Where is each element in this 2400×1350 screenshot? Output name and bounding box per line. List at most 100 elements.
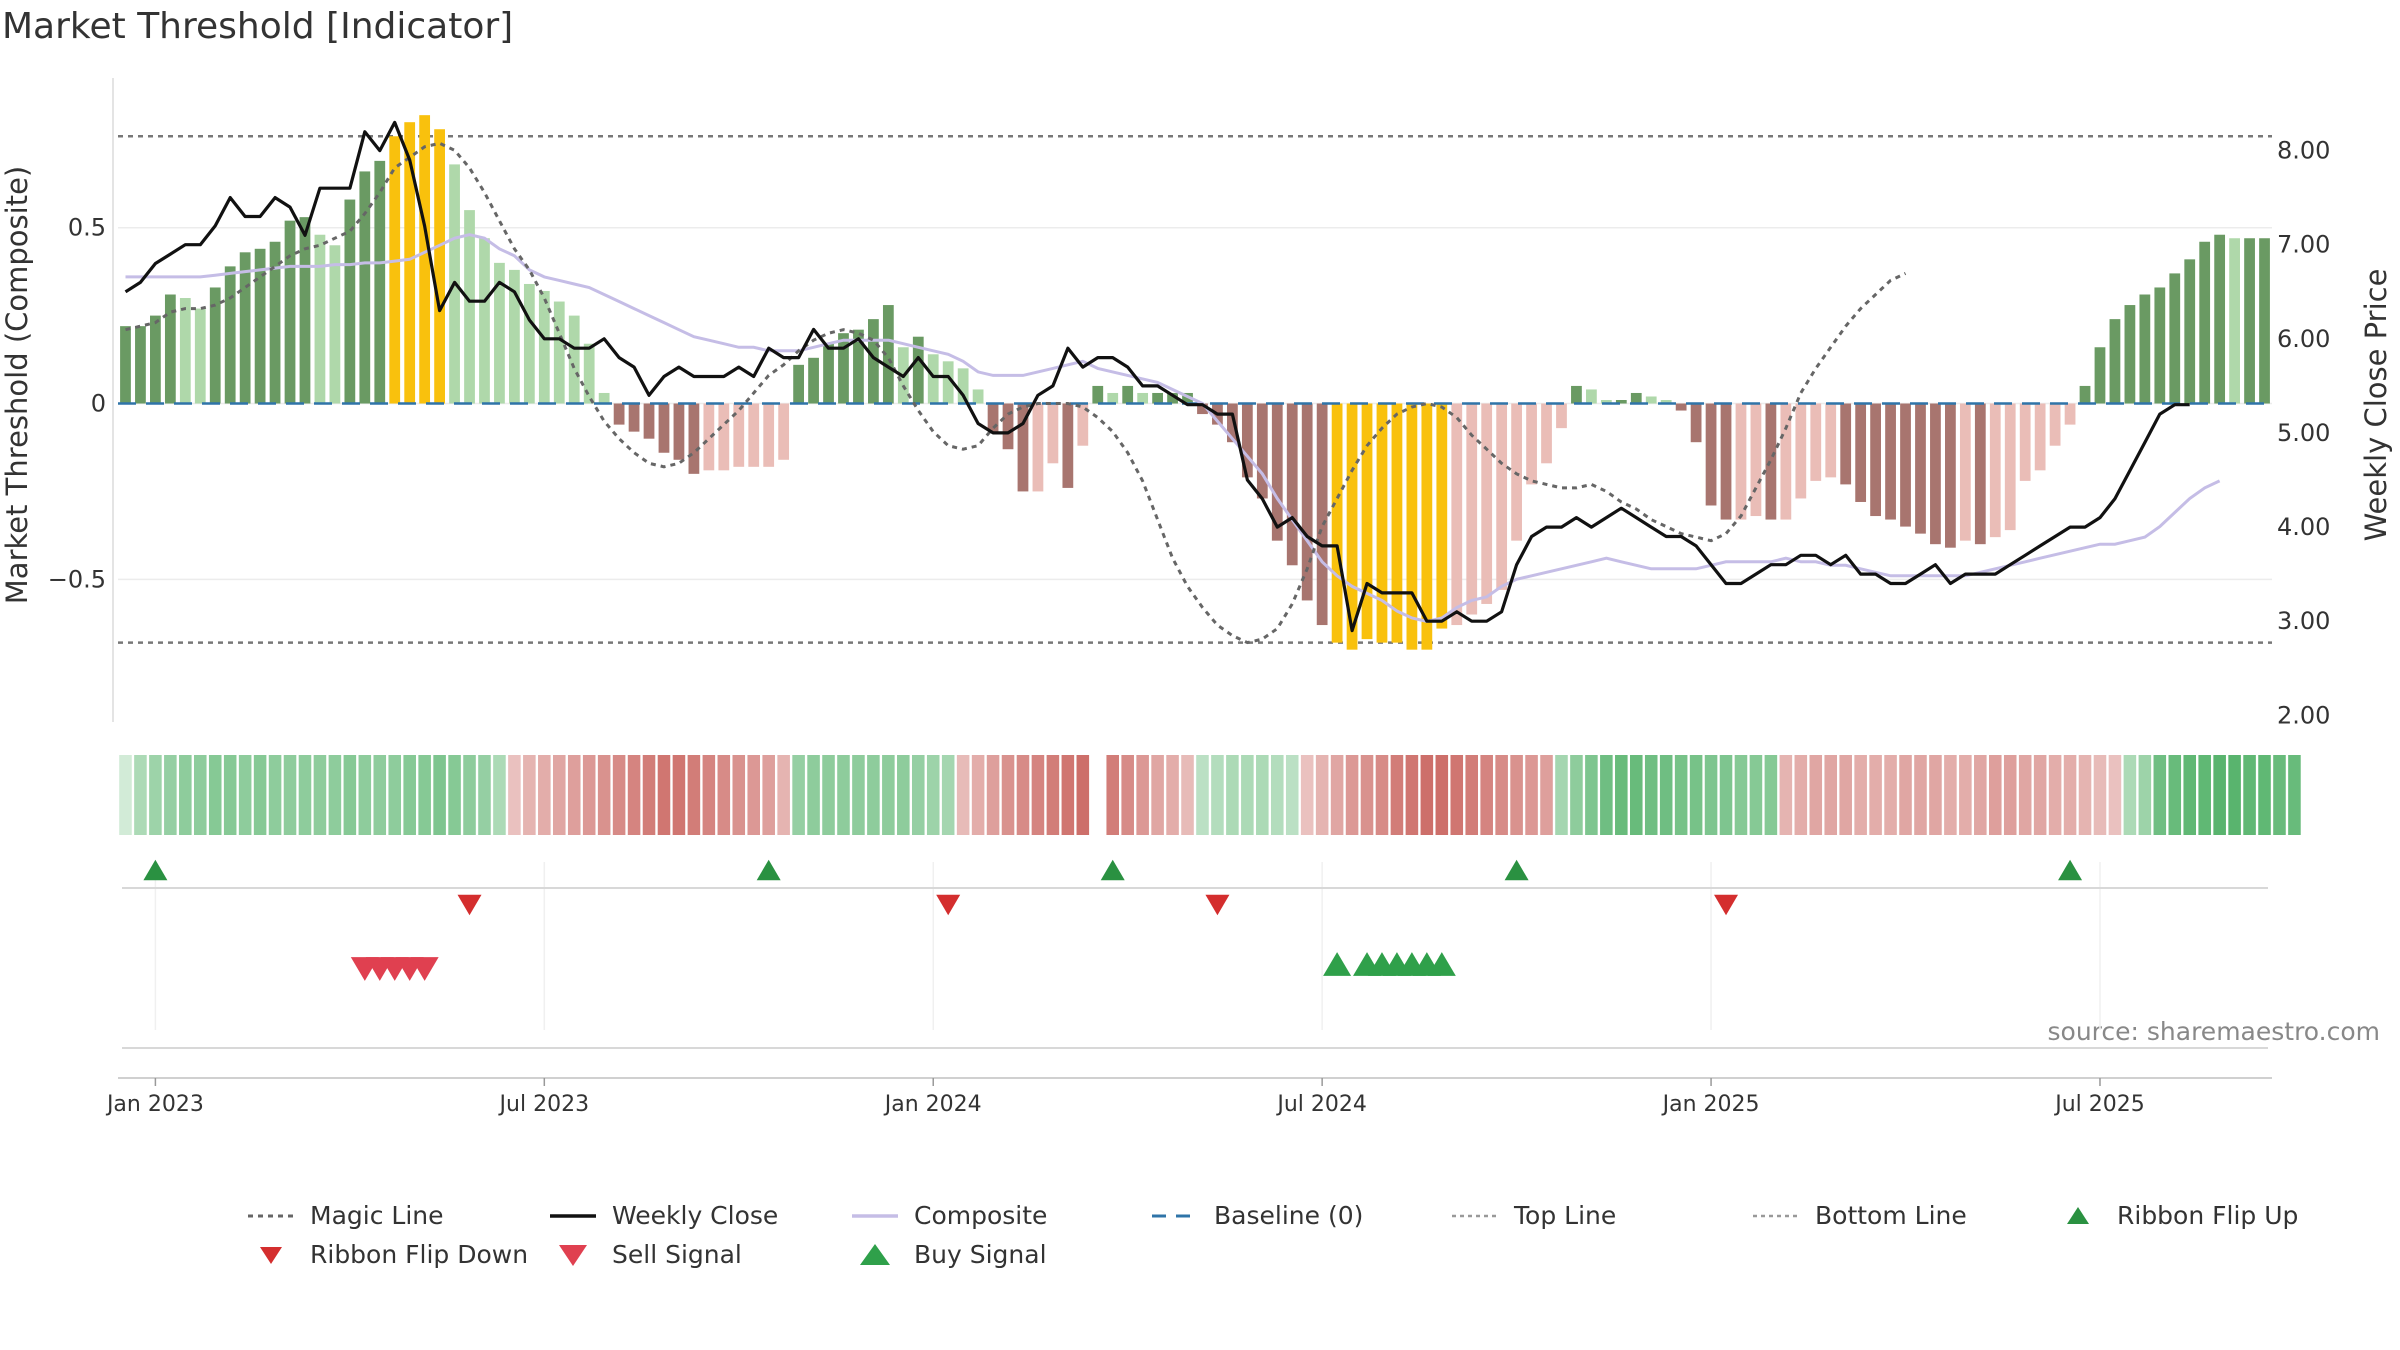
histogram-bar [464, 210, 475, 404]
histogram-bar [344, 199, 356, 404]
ribbon-cell [1585, 755, 1598, 835]
histogram-bar [583, 343, 595, 404]
ribbon-cell [1734, 755, 1748, 835]
legend-label: Magic Line [310, 1201, 444, 1230]
histogram-bar [1630, 392, 1642, 404]
y2-tick-label: 3.00 [2277, 607, 2330, 635]
ribbon-cell [747, 755, 761, 835]
histogram-bar [299, 217, 311, 404]
ribbon-cell [612, 755, 626, 835]
ribbon-cell [2153, 755, 2167, 835]
y-tick-label: 0 [91, 390, 106, 418]
ribbon-cell [208, 755, 222, 835]
histogram-bar [224, 266, 236, 404]
histogram-bar [793, 364, 804, 404]
ribbon-cell [1555, 755, 1568, 835]
histogram-bar [2259, 238, 2270, 404]
ribbon-cell [567, 755, 581, 835]
ribbon-cell [328, 755, 342, 835]
legend-item-buy: Buy Signal [860, 1240, 1047, 1269]
histogram-bar [1197, 403, 1208, 415]
ribbon-cell [687, 755, 701, 835]
ribbon-cell [1405, 755, 1419, 835]
ribbon-cell [1136, 755, 1149, 835]
legend-item-composite: Composite [852, 1201, 1047, 1230]
ribbon-cell [2288, 755, 2301, 835]
histogram-bar [1301, 403, 1313, 601]
x-tick-label: Jul 2024 [1275, 1092, 1367, 1117]
histogram-bar [658, 403, 670, 453]
x-tick-label: Jan 2023 [105, 1092, 204, 1117]
ribbon-cell [193, 755, 207, 835]
histogram-bar [598, 392, 610, 404]
ribbon-flip-up-marker [143, 859, 168, 881]
histogram-bar [882, 305, 894, 404]
ribbon-cell [1196, 755, 1209, 835]
histogram-bar [1152, 392, 1163, 404]
histogram-bar [2064, 403, 2076, 425]
y2-tick-label: 5.00 [2277, 419, 2330, 447]
histogram-bar [1391, 403, 1403, 643]
ribbon-cell [2183, 755, 2197, 835]
ribbon-cell [1241, 755, 1254, 835]
histogram-bar [763, 403, 775, 467]
ribbon-cell [837, 755, 850, 835]
histogram-bar [1541, 403, 1552, 464]
histogram-bar [1376, 403, 1388, 643]
line-series [118, 120, 2272, 645]
ribbon-cell [1270, 755, 1284, 835]
ribbon-cell [2198, 755, 2211, 835]
histogram-bar [1750, 403, 1762, 517]
ribbon-cell [1615, 755, 1628, 835]
histogram-bar [389, 136, 401, 404]
histogram-bar [1421, 403, 1433, 650]
ribbon-cell [956, 755, 970, 835]
ribbon-cell [2003, 755, 2017, 835]
histogram-bar [1915, 403, 1926, 534]
legend-label: Top Line [1513, 1201, 1616, 1230]
sell-signal-marker [410, 957, 439, 981]
histogram-bar [853, 329, 864, 404]
ribbon-cell [2228, 755, 2241, 835]
ribbon-cell [2078, 755, 2092, 835]
ribbon-flip-up-marker [2058, 859, 2083, 881]
source-label: source: sharemaestro.com [2048, 1017, 2381, 1046]
histogram-bar [284, 220, 296, 404]
ribbon-cell [882, 755, 895, 835]
histogram-bar [1526, 403, 1537, 485]
ribbon-cell [2018, 755, 2032, 835]
ribbon-cell [298, 755, 312, 835]
ribbon-cell [1839, 755, 1852, 835]
ribbon-cell [1480, 755, 1493, 835]
ribbon-cell [732, 755, 746, 835]
composite-line [125, 233, 2221, 624]
ribbon-cell [313, 755, 327, 835]
ribbon-cell [283, 755, 297, 835]
ribbon-cell [119, 755, 132, 835]
histogram-bar [509, 269, 520, 404]
y2-tick-label: 4.00 [2277, 513, 2330, 541]
histogram-bar [1556, 403, 1567, 429]
histogram-bar [1107, 392, 1119, 404]
histogram-bar [404, 122, 416, 404]
histogram-bar [2079, 385, 2091, 404]
ribbon-cell [971, 755, 985, 835]
histogram-bar [927, 354, 939, 404]
histogram-bar [942, 361, 954, 404]
ribbon-cell [1689, 755, 1703, 835]
ribbon-cell [1540, 755, 1553, 835]
histogram-bar [359, 171, 371, 404]
ribbon-strip [119, 755, 2301, 835]
histogram-bar [2124, 305, 2136, 404]
buy-signal-marker [1323, 952, 1352, 976]
weekly-close-line [124, 120, 2190, 633]
y-tick-label: −0.5 [48, 565, 106, 593]
ribbon-cell [1629, 755, 1643, 835]
histogram-bar [254, 248, 266, 404]
histogram-bar [1062, 403, 1074, 488]
ribbon-cell [1525, 755, 1538, 835]
legend-label: Bottom Line [1815, 1201, 1967, 1230]
legend-label: Baseline (0) [1214, 1201, 1363, 1230]
histogram-bar [2034, 403, 2046, 471]
